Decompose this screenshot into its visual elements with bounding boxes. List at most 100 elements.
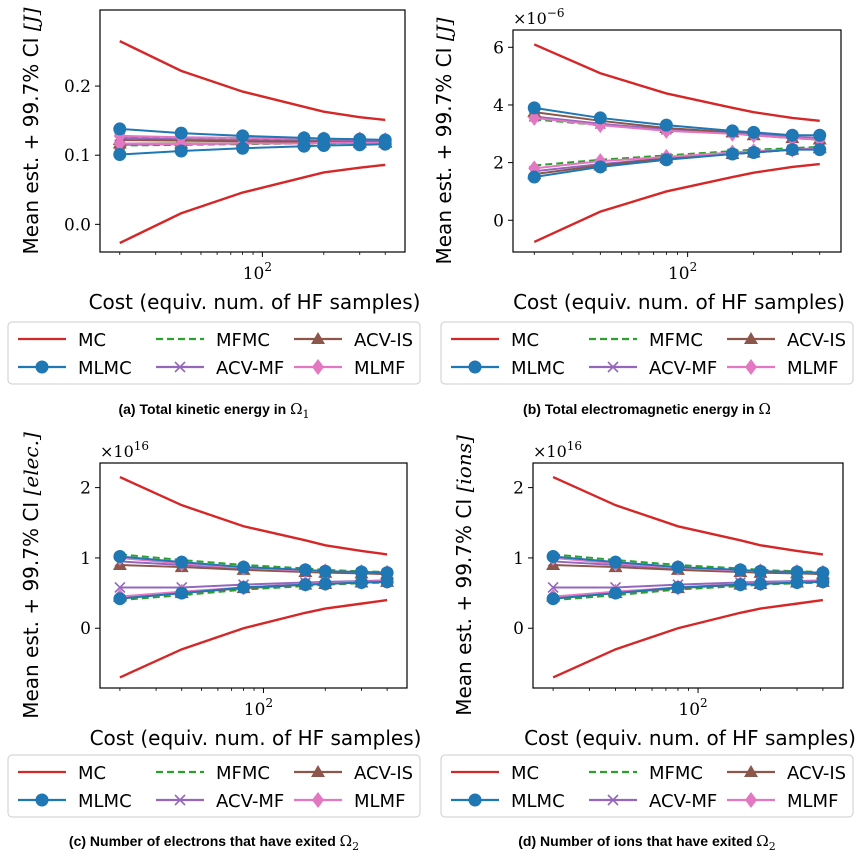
series-line-mc-upper — [119, 475, 388, 556]
legend-marker-acv-mf — [174, 361, 186, 373]
point-mlmf-upper-0 — [528, 109, 541, 126]
plot-area — [112, 40, 393, 245]
legend-label-acv-mf: ACV-MF — [216, 358, 284, 379]
point-mlmc-lower-0 — [113, 148, 127, 162]
y-tick-label: 2 — [493, 154, 504, 174]
point-mlmc-upper-4 — [753, 564, 767, 578]
legend-label-mlmf: MLMF — [787, 791, 838, 812]
legend-marker-acv-is — [744, 765, 758, 777]
point-mlmc-upper-0 — [113, 550, 127, 564]
chart-panel-c: 0 1 2 102 ×1016 Cost (equiv. num. of HF sampl… — [7, 432, 421, 853]
y-tick-label: 6 — [493, 38, 504, 58]
axis-multiplier: ×1016 — [533, 439, 582, 461]
y-tick-label: 0 — [513, 619, 524, 639]
series-line-mc-lower — [119, 598, 388, 679]
point-mlmc-upper-1 — [174, 126, 188, 140]
point-mlmc-upper-3 — [733, 563, 747, 577]
legend-label-acv-mf: ACV-MF — [649, 791, 717, 812]
series-line-mc-lower — [119, 163, 386, 245]
legend-label-mlmf: MLMF — [354, 791, 405, 812]
axis-multiplier: ×10−6 — [513, 6, 564, 28]
y-tick-label: 0 — [493, 211, 504, 231]
caption: (c) Number of electrons that have exited… — [69, 832, 359, 853]
point-mlmc-lower-3 — [298, 578, 312, 592]
point-mlmc-lower-2 — [236, 141, 250, 155]
point-mlmc-lower-1 — [609, 586, 623, 600]
axes-frame — [512, 29, 842, 253]
y-tick-label: 0 — [80, 619, 91, 639]
point-mlmc-lower-6 — [813, 143, 827, 157]
legend-label-mlmf: MLMF — [354, 358, 405, 379]
point-mlmc-upper-3 — [725, 124, 739, 138]
y-tick-label: 0.1 — [64, 146, 91, 166]
legend-label-mlmc: MLMC — [511, 791, 565, 812]
chart-panel-b: 0 2 4 6 102 ×10−6 Cost (equiv. num. of HF samp… — [432, 6, 854, 418]
point-mlmc-lower-4 — [753, 577, 767, 591]
legend-label-acv-mf: ACV-MF — [216, 791, 284, 812]
legend-marker-mlmf — [312, 792, 324, 808]
point-mlmc-lower-2 — [659, 153, 673, 167]
point-mlmc-upper-3 — [298, 563, 312, 577]
legend-marker-acv-is — [311, 765, 325, 777]
y-tick-label: 1 — [513, 549, 524, 569]
point-acv-mf-lower-0 — [547, 581, 559, 594]
point-mlmc-lower-3 — [297, 139, 311, 153]
point-mlmc-lower-6 — [378, 137, 392, 151]
x-tick-label: 102 — [243, 260, 272, 284]
point-mlmc-lower-1 — [174, 144, 188, 158]
point-mlmc-lower-2 — [237, 580, 251, 594]
legend-label-acv-is: ACV-IS — [787, 763, 846, 784]
point-mlmc-lower-3 — [725, 147, 739, 161]
point-mlmc-lower-5 — [354, 576, 368, 590]
y-tick-label: 2 — [80, 479, 91, 499]
point-mlmc-upper-0 — [527, 101, 541, 115]
legend-marker-mlmc — [468, 360, 482, 374]
legend-label-acv-is: ACV-IS — [354, 763, 413, 784]
series-line-mc-lower — [552, 598, 824, 679]
point-mlmc-lower-6 — [380, 575, 394, 589]
axes-frame — [99, 462, 408, 689]
legend: MC MLMC MFMC ACV-MF ACV-IS MLMF — [440, 321, 854, 385]
point-mlmc-upper-6 — [813, 128, 827, 142]
legend-marker-mlmc — [35, 360, 49, 374]
series-line-mc-upper — [533, 43, 820, 123]
caption: (d) Number of ions that have exited Ω2 — [518, 832, 775, 853]
x-tick-label: 102 — [244, 696, 273, 720]
axes-frame — [532, 462, 844, 689]
x-tick-label: 102 — [668, 260, 697, 284]
point-mlmc-upper-2 — [671, 560, 685, 574]
point-mlmc-lower-2 — [671, 580, 685, 594]
legend-label-acv-is: ACV-IS — [787, 330, 846, 351]
point-mlmc-lower-1 — [175, 586, 189, 600]
x-axis-label: Cost (equiv. num. of HF samples) — [513, 290, 845, 314]
x-axis-label: Cost (equiv. num. of HF samples) — [89, 290, 421, 314]
point-mlmc-lower-6 — [816, 575, 830, 589]
point-mlmc-lower-4 — [318, 577, 332, 591]
point-mlmc-upper-1 — [609, 555, 623, 569]
plot-area — [112, 475, 395, 679]
legend-marker-acv-mf — [607, 794, 619, 806]
y-axis-label: Mean est. + 99.7% CI [ions] — [452, 435, 476, 716]
plot-area — [546, 475, 830, 679]
legend-label-mc: MC — [78, 330, 106, 351]
point-mlmc-lower-5 — [790, 576, 804, 590]
point-mlmc-lower-0 — [546, 592, 560, 606]
y-axis-label: Mean est. + 99.7% CI [elec.] — [19, 432, 43, 719]
legend: MC MLMC MFMC ACV-MF ACV-IS MLMF — [440, 754, 854, 818]
point-mlmc-lower-4 — [317, 139, 331, 153]
y-tick-label: 0.2 — [64, 77, 91, 97]
point-mlmc-upper-1 — [593, 111, 607, 125]
point-mlmc-upper-0 — [113, 122, 127, 136]
point-acv-mf-lower-0 — [114, 581, 126, 594]
legend-marker-mlmc — [468, 793, 482, 807]
point-mlmf-lower-0 — [113, 135, 126, 152]
legend-label-mc: MC — [511, 763, 539, 784]
point-mlmc-lower-3 — [733, 578, 747, 592]
legend: MC MLMC MFMC ACV-MF ACV-IS MLMF — [7, 754, 421, 818]
y-tick-label: 0.0 — [64, 215, 91, 235]
point-mlmc-upper-5 — [785, 128, 799, 142]
series-line-mc-lower — [533, 162, 820, 243]
legend-label-mfmc: MFMC — [649, 330, 703, 351]
point-mlmc-upper-2 — [659, 118, 673, 132]
